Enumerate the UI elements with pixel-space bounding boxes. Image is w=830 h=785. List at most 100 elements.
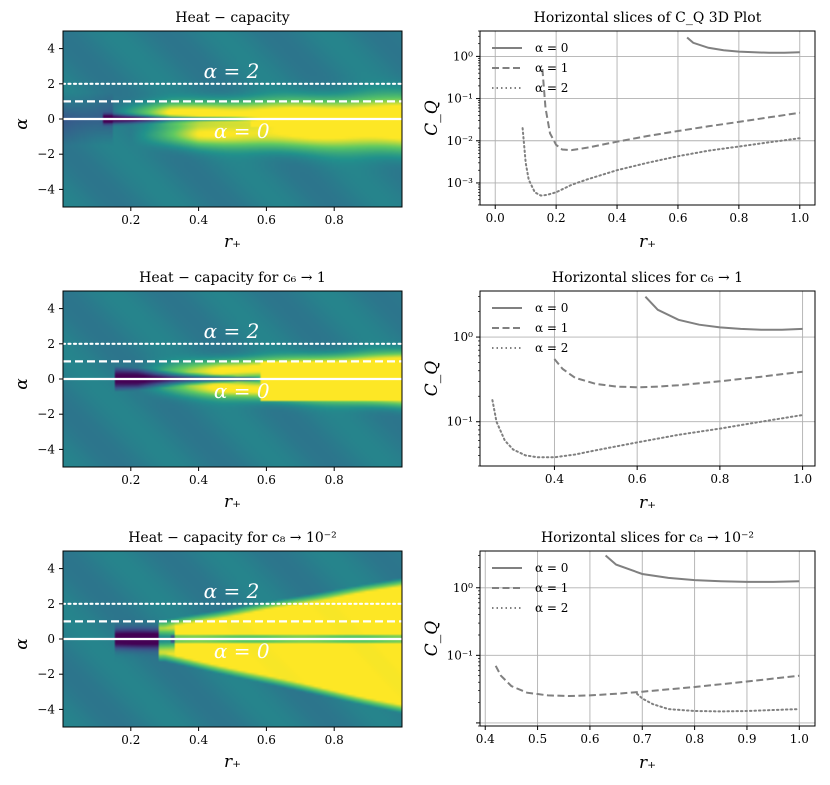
x-tick-label: 0.8 (729, 211, 748, 225)
y-tick-label: −2 (37, 407, 55, 421)
x-axis-label: r₊ (639, 232, 656, 252)
x-tick-label: 1.0 (793, 472, 812, 486)
x-tick-label: 0.8 (710, 472, 729, 486)
series-line-1 (541, 69, 800, 152)
annotation-alpha-0: α = 0 (214, 379, 270, 403)
x-tick-label: 0.4 (545, 472, 564, 486)
series-line-0 (604, 554, 800, 583)
x-tick-label: 0.8 (325, 733, 344, 747)
x-tick-label: 0.6 (628, 472, 647, 486)
x-tick-label: 0.8 (325, 473, 344, 487)
legend: α = 0 α = 1 α = 2 (492, 41, 568, 95)
chart-title: Heat − capacity (175, 10, 290, 26)
y-axis-label: C_Q (422, 100, 442, 136)
y-tick-label: −4 (37, 182, 55, 196)
legend-label: α = 1 (535, 321, 568, 335)
x-tick-label: 0.8 (325, 213, 344, 227)
x-tick-label: 0.6 (257, 733, 276, 747)
y-tick-label: 10⁻² (447, 134, 474, 148)
x-tick-label: 0.2 (121, 733, 140, 747)
legend-label: α = 0 (535, 301, 568, 315)
series-line-1 (494, 665, 800, 698)
x-axis-label: r₊ (224, 232, 241, 252)
y-tick-label: −2 (37, 147, 55, 161)
chart-title: Heat − capacity for c₈ → 10⁻² (128, 530, 337, 546)
x-axis-label: r₊ (639, 493, 656, 513)
x-tick-label: 0.2 (547, 211, 566, 225)
x-tick-label: 0.4 (189, 213, 208, 227)
x-tick-label: 1.0 (790, 211, 809, 225)
x-tick-label: 0.0 (486, 211, 505, 225)
y-tick-label: 2 (47, 337, 55, 351)
legend-label: α = 2 (535, 601, 568, 615)
legend-label: α = 1 (535, 581, 568, 595)
x-tick-label: 0.6 (257, 473, 276, 487)
y-axis-label: α (12, 378, 32, 390)
y-tick-label: 10⁰ (453, 330, 473, 344)
x-tick-label: 0.6 (580, 732, 599, 746)
series-line-0 (686, 36, 800, 54)
y-tick-label: 0 (47, 372, 55, 386)
series-line-1 (553, 358, 803, 389)
y-tick-label: 10⁻³ (447, 176, 474, 190)
y-tick-label: 10⁻¹ (447, 648, 473, 662)
y-axis-label: α (12, 638, 32, 650)
y-tick-label: 2 (47, 597, 55, 611)
x-tick-label: 0.4 (476, 732, 495, 746)
y-axis-label: α (12, 118, 32, 130)
x-tick-label: 0.4 (607, 211, 626, 225)
y-tick-label: −4 (37, 442, 55, 456)
annotation-alpha-0: α = 0 (214, 639, 270, 663)
y-tick-label: −4 (37, 702, 55, 716)
legend: α = 0 α = 1 α = 2 (492, 561, 568, 615)
legend-label: α = 0 (535, 41, 568, 55)
x-tick-label: 0.4 (189, 733, 208, 747)
y-tick-label: 10⁻¹ (447, 92, 473, 106)
legend-label: α = 1 (535, 61, 568, 75)
legend-label: α = 2 (535, 341, 568, 355)
axes-frame (479, 550, 816, 727)
x-tick-label: 0.5 (528, 732, 547, 746)
x-tick-label: 0.2 (121, 473, 140, 487)
legend: α = 0 α = 1 α = 2 (492, 301, 568, 355)
y-tick-label: 10⁰ (453, 581, 473, 595)
series-line-2 (636, 692, 801, 713)
heatmap-panel: α = 2 α = 0 0.2 0.4 0.6 0.8 4 2 0 −2 −4 Heat − capa… (12, 270, 404, 512)
x-tick-label: 0.6 (668, 211, 687, 225)
y-tick-label: 4 (47, 562, 55, 576)
x-tick-label: 0.2 (121, 213, 140, 227)
legend-label: α = 0 (535, 561, 568, 575)
x-axis-label: r₊ (224, 752, 241, 772)
y-tick-label: 4 (47, 42, 55, 56)
x-tick-label: 0.6 (257, 213, 276, 227)
x-tick-label: 0.9 (737, 732, 756, 746)
chart-title: Horizontal slices for c₆ → 1 (552, 270, 743, 286)
y-tick-label: 10⁻¹ (447, 415, 473, 429)
x-axis-label: r₊ (224, 492, 241, 512)
x-tick-label: 1.0 (790, 732, 809, 746)
x-tick-label: 0.4 (189, 473, 208, 487)
y-tick-label: 0 (47, 632, 55, 646)
y-tick-label: 0 (47, 112, 55, 126)
y-tick-label: 4 (47, 302, 55, 316)
x-tick-label: 0.7 (633, 732, 652, 746)
heatmap-panel: α = 2 α = 0 0.2 0.4 0.6 0.8 4 2 0 −2 −4 Heat − capa… (12, 10, 404, 252)
legend-label: α = 2 (535, 81, 568, 95)
chart-title: Horizontal slices for c₈ → 10⁻² (541, 530, 754, 546)
annotation-alpha-2: α = 2 (204, 319, 260, 343)
annotation-alpha-2: α = 2 (204, 59, 260, 83)
series-line-0 (644, 296, 803, 331)
chart-title: Horizontal slices of C_Q 3D Plot (534, 10, 762, 26)
series-line-2 (521, 127, 801, 197)
y-tick-label: 10⁰ (453, 49, 473, 63)
heatmap-panel: α = 2 α = 0 0.2 0.4 0.6 0.8 4 2 0 −2 −4 Heat − capa… (12, 530, 404, 772)
annotation-alpha-2: α = 2 (204, 579, 260, 603)
y-axis-label: C_Q (422, 621, 442, 657)
axes-frame (479, 30, 816, 206)
chart-title: Heat − capacity for c₆ → 1 (139, 270, 326, 286)
annotation-alpha-0: α = 0 (214, 119, 270, 143)
